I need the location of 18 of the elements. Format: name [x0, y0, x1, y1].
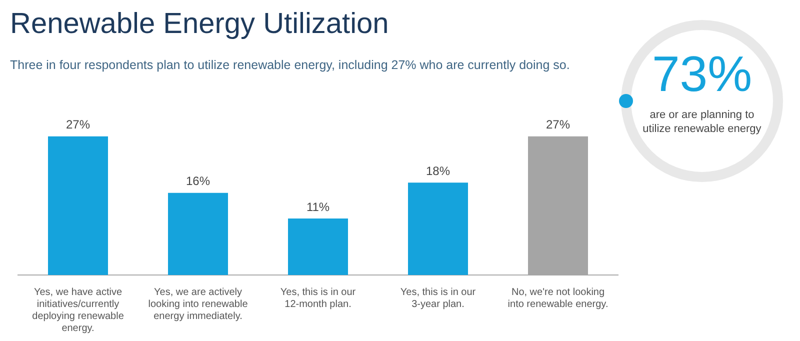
data-label: 27%: [66, 118, 90, 132]
x-tick-label: No, we're not looking into renewable energy.: [508, 286, 608, 310]
data-label: 16%: [186, 174, 210, 188]
chart-title: Renewable Energy Utilization: [10, 8, 389, 41]
x-tick-label: Yes, we are actively looking into renewable energy immediately.: [148, 286, 248, 322]
x-tick-label: Yes, this is in our 12-month plan.: [280, 286, 356, 310]
bar: [168, 192, 228, 275]
bar: [408, 182, 468, 275]
x-tick-label: Yes, this is in our 3-year plan.: [400, 286, 476, 310]
text: 73%: [650, 46, 754, 102]
text: are or are planning to utilize renewable energy: [642, 108, 762, 136]
bar: [288, 218, 348, 275]
x-tick-label: Yes, we have active initiatives/currently deploying renewable energy.: [32, 286, 124, 334]
data-label: 27%: [546, 118, 570, 132]
data-label: 18%: [426, 164, 450, 178]
bar: [48, 136, 108, 275]
data-label: 11%: [306, 200, 330, 214]
chart-subtitle: Three in four respondents plan to utilize renewable energy, including 27% who are currently doing so.: [10, 58, 570, 72]
